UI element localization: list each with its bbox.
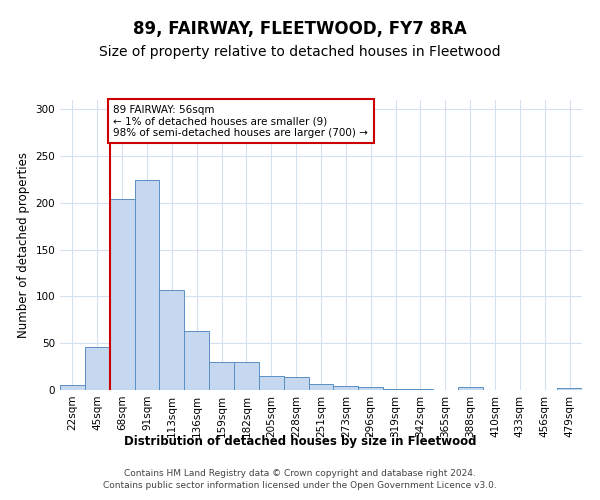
Text: Contains HM Land Registry data © Crown copyright and database right 2024.
Contai: Contains HM Land Registry data © Crown c… [103, 468, 497, 490]
Text: Distribution of detached houses by size in Fleetwood: Distribution of detached houses by size … [124, 435, 476, 448]
Text: Size of property relative to detached houses in Fleetwood: Size of property relative to detached ho… [99, 45, 501, 59]
Bar [358, 387, 383, 390]
Bar [259, 376, 284, 390]
Text: 89 FAIRWAY: 56sqm
← 1% of detached houses are smaller (9)
98% of semi-detached h: 89 FAIRWAY: 56sqm ← 1% of detached house… [113, 104, 368, 138]
Bar [160, 290, 184, 390]
Bar [85, 347, 110, 390]
Bar [110, 199, 134, 390]
Bar [408, 389, 433, 390]
Bar [134, 180, 160, 390]
Bar [383, 389, 408, 390]
Y-axis label: Number of detached properties: Number of detached properties [17, 152, 30, 338]
Text: 89, FAIRWAY, FLEETWOOD, FY7 8RA: 89, FAIRWAY, FLEETWOOD, FY7 8RA [133, 20, 467, 38]
Bar [458, 387, 482, 390]
Bar [209, 362, 234, 390]
Bar [557, 388, 582, 390]
Bar [334, 386, 358, 390]
Bar [284, 377, 308, 390]
Bar [60, 386, 85, 390]
Bar [234, 362, 259, 390]
Bar [308, 384, 334, 390]
Bar [184, 331, 209, 390]
